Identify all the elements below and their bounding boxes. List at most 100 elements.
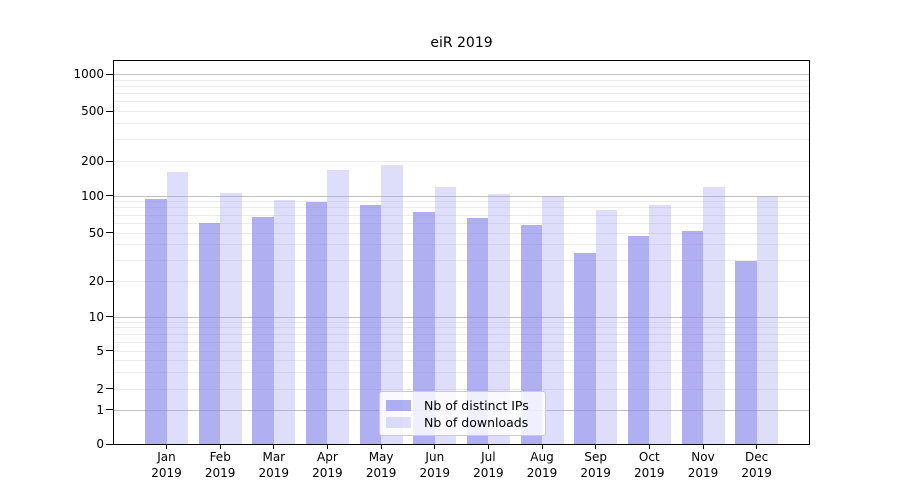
bar-nb-of-downloads-mar [273,200,296,444]
gridline-minor-800 [114,85,809,87]
gridline-minor-300 [114,138,809,140]
x-tick-jul [487,445,489,449]
x-tick-label-apr: Apr 2019 [312,450,343,480]
bar-nb-of-downloads-may [381,164,403,444]
gridline-minor-2 [114,388,809,390]
gridline-minor-5 [114,350,809,352]
x-tick-jun [434,445,436,449]
gridline-minor-60 [114,222,809,224]
bar-nb-of-distinct-ips-mar [252,216,274,444]
bar-nb-of-distinct-ips-jun [413,212,435,444]
y-tick-5 [106,350,113,351]
legend-label-downloads: Nb of downloads [424,415,529,430]
gridline-minor-500 [114,111,809,112]
y-tick-50 [106,232,113,233]
gridline-minor-8 [114,327,809,329]
gridline-minor-900 [114,79,809,81]
x-tick-dec [756,445,758,449]
x-tick-feb [219,445,221,449]
gridline-minor-4 [114,359,809,361]
legend-entry-distinct-ips: Nb of distinct IPs [386,397,537,414]
y-tick-1000 [106,73,113,75]
y-tick-100 [106,195,113,196]
gridline-minor-80 [114,207,809,209]
y-tick-label-200: 200 [81,154,104,168]
y-tick-label-0: 0 [96,437,104,451]
x-tick-apr [326,445,328,449]
y-tick-500 [106,110,113,112]
y-tick-1 [106,409,113,410]
bar-nb-of-distinct-ips-sep [574,252,596,444]
x-tick-jan [166,445,167,449]
y-tick-label-5: 5 [96,343,104,358]
y-tick-20 [106,280,113,282]
bar-nb-of-downloads-feb [220,193,242,444]
y-tick-label-50: 50 [88,225,104,240]
x-tick-mar [273,445,275,449]
gridline-minor-3 [114,371,809,373]
x-tick-label-jul: Jul 2019 [473,450,504,480]
y-tick-label-100: 100 [81,188,104,203]
x-tick-label-mar: Mar 2019 [258,450,290,480]
x-tick-label-jun: Jun 2019 [419,450,451,480]
y-tick-label-500: 500 [81,104,104,118]
x-tick-may [380,445,382,449]
bar-nb-of-distinct-ips-aug [520,224,543,444]
y-tick-label-10: 10 [88,309,104,324]
bar-nb-of-distinct-ips-may [359,204,382,444]
gridline-minor-200 [114,161,809,162]
x-tick-label-oct: Oct 2019 [634,450,665,480]
y-tick-10 [106,316,113,317]
chart-title: eiR 2019 [430,35,493,51]
gridline-minor-20 [114,281,809,282]
bar-nb-of-distinct-ips-oct [627,235,650,444]
plot-inner [114,61,809,444]
y-tick-0 [106,443,113,445]
bar-nb-of-downloads-jun [434,187,457,444]
y-tick-label-1000: 1000 [73,67,104,81]
legend-label-distinct-ips: Nb of distinct IPs [424,398,529,413]
legend-swatch-distinct-ips [386,400,411,411]
x-tick-label-sep: Sep 2019 [580,450,611,480]
x-tick-label-aug: Aug 2019 [526,450,558,480]
bar-nb-of-downloads-apr [327,169,349,444]
gridline-minor-40 [114,244,809,246]
bar-nb-of-downloads-oct [649,204,671,444]
gridline-minor-6 [114,341,809,343]
gridline-minor-600 [114,101,809,103]
bar-nb-of-downloads-dec [756,195,779,444]
gridline-minor-700 [114,93,809,94]
x-tick-label-feb: Feb 2019 [204,450,236,480]
gridline-minor-30 [114,259,809,261]
legend-swatch-downloads [386,417,411,428]
legend: Nb of distinct IPs Nb of downloads [379,391,546,436]
bar-nb-of-downloads-aug [542,195,564,444]
bar-nb-of-downloads-sep [595,210,618,444]
bar-nb-of-distinct-ips-nov [681,231,703,444]
plot-area [113,60,810,445]
bar-nb-of-downloads-jan [166,172,188,444]
gridline-major-10 [114,316,809,318]
y-tick-2 [106,388,113,389]
bar-nb-of-distinct-ips-dec [735,261,757,444]
gridline-minor-9 [114,321,809,323]
x-tick-label-jan: Jan 2019 [151,450,182,480]
legend-entry-downloads: Nb of downloads [386,414,537,431]
y-tick-label-20: 20 [88,274,104,288]
y-tick-label-2: 2 [96,381,104,396]
bar-nb-of-distinct-ips-feb [198,222,221,444]
gridline-minor-50 [114,232,809,234]
x-tick-sep [595,445,597,449]
gridline-major-100 [114,195,809,197]
y-tick-200 [106,160,113,162]
gridline-minor-70 [114,214,809,216]
x-tick-label-may: May 2019 [365,450,397,480]
gridline-minor-90 [114,201,809,203]
bar-nb-of-distinct-ips-apr [305,202,328,444]
x-tick-nov [702,445,704,449]
bar-nb-of-downloads-nov [703,187,725,444]
x-tick-aug [541,445,543,449]
x-tick-label-dec: Dec 2019 [741,450,772,480]
x-tick-oct [648,445,650,449]
